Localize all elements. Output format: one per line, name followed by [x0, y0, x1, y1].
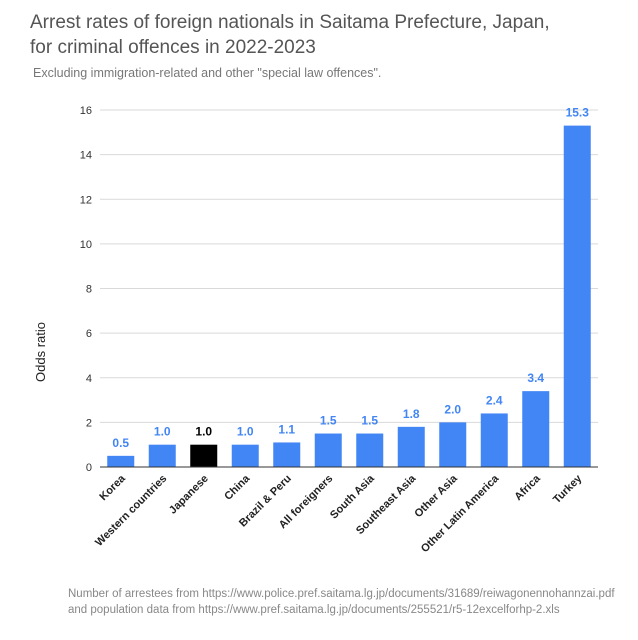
- y-tick-label: 2: [86, 417, 92, 429]
- chart-title: Arrest rates of foreign nationals in Sai…: [30, 10, 620, 60]
- bar: [148, 444, 176, 467]
- y-tick-label: 4: [86, 373, 92, 385]
- bar: [231, 444, 259, 467]
- y-axis-ticks: 0 2 4 6 8 10 12 14 16: [80, 105, 92, 474]
- footnote-line-1: Number of arrestees from https://www.pol…: [68, 588, 615, 600]
- x-tick-label: Africa: [512, 472, 543, 503]
- data-labels: 0.5 1.0 1.0 1.0 1.1 1.5 1.5 1.8 2.0 2.4 3.4 15.3: [112, 106, 589, 450]
- x-tick-label: Other Latin America: [419, 472, 502, 555]
- y-tick-label: 0: [86, 462, 92, 474]
- y-tick-label: 12: [80, 194, 92, 206]
- bar: [480, 413, 508, 467]
- data-label: 1.0: [154, 425, 171, 439]
- x-tick-label: Korea: [97, 472, 128, 503]
- data-label: 1.0: [237, 425, 254, 439]
- footnote: Number of arrestees from https://www.pol…: [68, 586, 628, 618]
- bar: [356, 433, 384, 467]
- y-tick-label: 14: [80, 150, 92, 162]
- x-tick-label: Turkey: [551, 472, 585, 506]
- chart-title-line-1: Arrest rates of foreign nationals in Sai…: [30, 12, 550, 33]
- data-label: 2.4: [486, 393, 503, 407]
- data-label: 0.5: [112, 436, 129, 450]
- y-tick-label: 8: [86, 284, 92, 296]
- data-label: 1.5: [320, 414, 337, 428]
- bar: [563, 125, 591, 468]
- data-label: 1.5: [361, 414, 378, 428]
- data-label: 15.3: [566, 106, 590, 120]
- chart-title-line-2: for criminal offences in 2022-2023: [30, 37, 316, 58]
- y-axis-label: Odds ratio: [33, 322, 48, 382]
- y-tick-label: 16: [80, 105, 92, 117]
- bars: [107, 125, 591, 468]
- bar: [273, 442, 301, 467]
- bar: [314, 433, 342, 467]
- grid-lines: [100, 109, 598, 423]
- bar: [439, 422, 467, 467]
- bar: [397, 426, 425, 467]
- data-label: 1.0: [195, 425, 212, 439]
- bar: [522, 391, 550, 467]
- footnote-line-2: and population data from https://www.pre…: [68, 604, 560, 616]
- data-label: 1.8: [403, 407, 420, 421]
- bar: [190, 444, 218, 467]
- x-tick-label: Japanese: [167, 473, 211, 517]
- data-label: 1.1: [278, 422, 295, 436]
- x-tick-label: China: [222, 472, 253, 503]
- chart-subtitle: Excluding immigration-related and other …: [33, 66, 382, 80]
- data-label: 2.0: [444, 402, 461, 416]
- x-tick-label: Western countries: [93, 473, 169, 549]
- y-tick-label: 6: [86, 328, 92, 340]
- bar: [107, 455, 135, 467]
- data-label: 3.4: [527, 371, 544, 385]
- y-tick-label: 10: [80, 239, 92, 251]
